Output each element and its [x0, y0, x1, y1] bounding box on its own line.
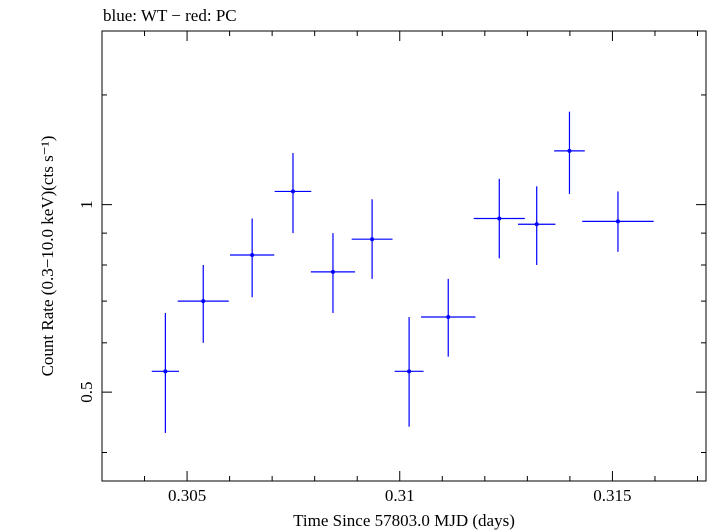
tick-labels: 0.305 0.31 0.315 0.5 1 — [77, 200, 632, 505]
data-marker — [370, 237, 375, 242]
data-marker — [615, 219, 620, 224]
data-point — [310, 233, 356, 313]
data-point — [473, 178, 525, 259]
data-point — [421, 278, 476, 357]
data-point — [151, 312, 179, 433]
data-point — [274, 153, 312, 234]
chart-title: blue: WT − red: PC — [103, 6, 237, 25]
axis-ticks — [101, 31, 706, 481]
x-tick-label: 0.305 — [168, 486, 206, 505]
data-points — [151, 111, 654, 433]
data-point — [230, 218, 275, 298]
y-tick-label: 1 — [77, 200, 96, 209]
data-marker — [201, 299, 206, 304]
data-point — [394, 317, 424, 427]
data-marker — [446, 315, 451, 320]
data-point — [554, 111, 585, 195]
x-tick-label: 0.315 — [593, 486, 631, 505]
data-marker — [407, 369, 412, 374]
x-axis-label: Time Since 57803.0 MJD (days) — [293, 511, 515, 530]
data-marker — [330, 269, 335, 274]
data-point — [351, 199, 393, 279]
data-marker — [497, 216, 502, 221]
data-point — [517, 186, 556, 265]
plot-frame — [101, 30, 707, 482]
x-tick-label: 0.31 — [385, 486, 415, 505]
data-marker — [250, 253, 255, 258]
data-marker — [290, 189, 295, 194]
y-axis-label: Count Rate (0.3−10.0 keV)(cts s⁻¹) — [38, 136, 57, 377]
data-point — [177, 264, 229, 343]
data-point — [582, 191, 654, 252]
data-marker — [163, 369, 168, 374]
y-tick-label: 0.5 — [77, 382, 96, 403]
data-marker — [567, 148, 572, 153]
data-marker — [534, 222, 539, 227]
